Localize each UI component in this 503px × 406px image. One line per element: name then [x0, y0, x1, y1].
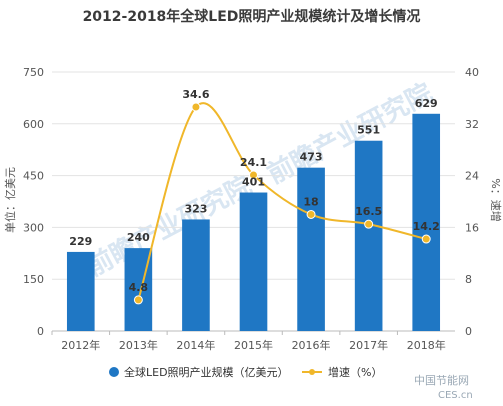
bar-layer: [66, 113, 441, 331]
bar-value-label: 551: [357, 124, 380, 137]
watermark-text: 前瞻产业研究院: [82, 170, 257, 283]
y-right-tick-label: 0: [465, 325, 472, 338]
growth-value-label: 4.8: [129, 281, 149, 294]
growth-point: [421, 234, 431, 244]
y-axis-right-label: %：速增: [489, 178, 503, 221]
legend-line-marker: [309, 369, 315, 375]
corner-watermark-sub: CES.cn: [438, 390, 473, 401]
growth-value-label: 34.6: [182, 88, 209, 101]
growth-point: [364, 219, 374, 229]
line-layer: [133, 102, 431, 305]
bar: [239, 192, 268, 331]
y-right-tick-label: 40: [465, 66, 479, 79]
watermark-text-2: 前瞻产业研究院: [262, 77, 437, 190]
growth-value-label: 18: [303, 195, 318, 208]
bar: [297, 167, 325, 331]
x-tick-label: 2016年: [292, 338, 331, 352]
x-tick-label: 2018年: [407, 338, 446, 352]
bar-value-label: 401: [242, 176, 265, 189]
x-tick-label: 2013年: [119, 338, 158, 352]
y-right-tick-label: 32: [465, 118, 479, 131]
y-left-tick-label: 0: [37, 325, 44, 338]
growth-value-label: 14.2: [413, 220, 440, 233]
y-axis-left-label: 单位：亿美元: [3, 167, 17, 233]
growth-point: [133, 295, 143, 305]
growth-point: [249, 170, 258, 180]
x-tick-label: 2014年: [176, 338, 215, 352]
axis-layer: 0 150 300 450 600 750 0 8 16 24 32 40 2012年 2013年 2014…: [23, 66, 479, 352]
legend-bar-label: 全球LED照明产业规模（亿美元）: [124, 365, 289, 379]
growth-value-label: 16.5: [355, 205, 382, 218]
x-tick-label: 2015年: [234, 338, 273, 352]
chart-title: 2012-2018年全球LED照明产业规模统计及增长情况: [82, 9, 421, 25]
bar-value-label: 323: [184, 202, 207, 215]
y-left-tick-label: 750: [23, 66, 44, 79]
bar-value-label: 229: [69, 235, 92, 248]
legend-line-label: 增速（%）: [328, 365, 382, 379]
growth-value-label: 24.1: [240, 156, 267, 169]
corner-watermark-text: 中国节能网: [414, 373, 469, 387]
y-left-tick-label: 600: [23, 118, 44, 131]
bar: [412, 113, 441, 331]
y-right-tick-label: 8: [465, 273, 472, 286]
x-tick-label: 2017年: [349, 338, 388, 352]
bar-value-label: 473: [300, 151, 323, 164]
bar: [66, 251, 95, 331]
y-left-tick-label: 300: [23, 221, 44, 234]
y-right-tick-label: 24: [465, 170, 479, 183]
bar-value-label: 240: [127, 231, 150, 244]
bar-value-label: 629: [415, 97, 438, 110]
y-left-tick-label: 150: [23, 273, 44, 286]
x-tick-label: 2012年: [61, 338, 100, 352]
growth-point: [191, 102, 201, 112]
legend: 全球LED照明产业规模（亿美元） 增速（%）: [109, 365, 382, 379]
growth-point: [306, 209, 316, 219]
label-layer: 229 240 323 401 473 551 629 4.8 34.6 24.1 18 16.5 14…: [69, 88, 439, 294]
bar: [354, 140, 383, 331]
y-right-tick-label: 16: [465, 221, 479, 234]
legend-bar-marker: [109, 367, 119, 377]
corner-watermark: 中国节能网 CES.cn: [414, 373, 473, 401]
bar: [182, 219, 210, 331]
y-left-tick-label: 450: [23, 170, 44, 183]
